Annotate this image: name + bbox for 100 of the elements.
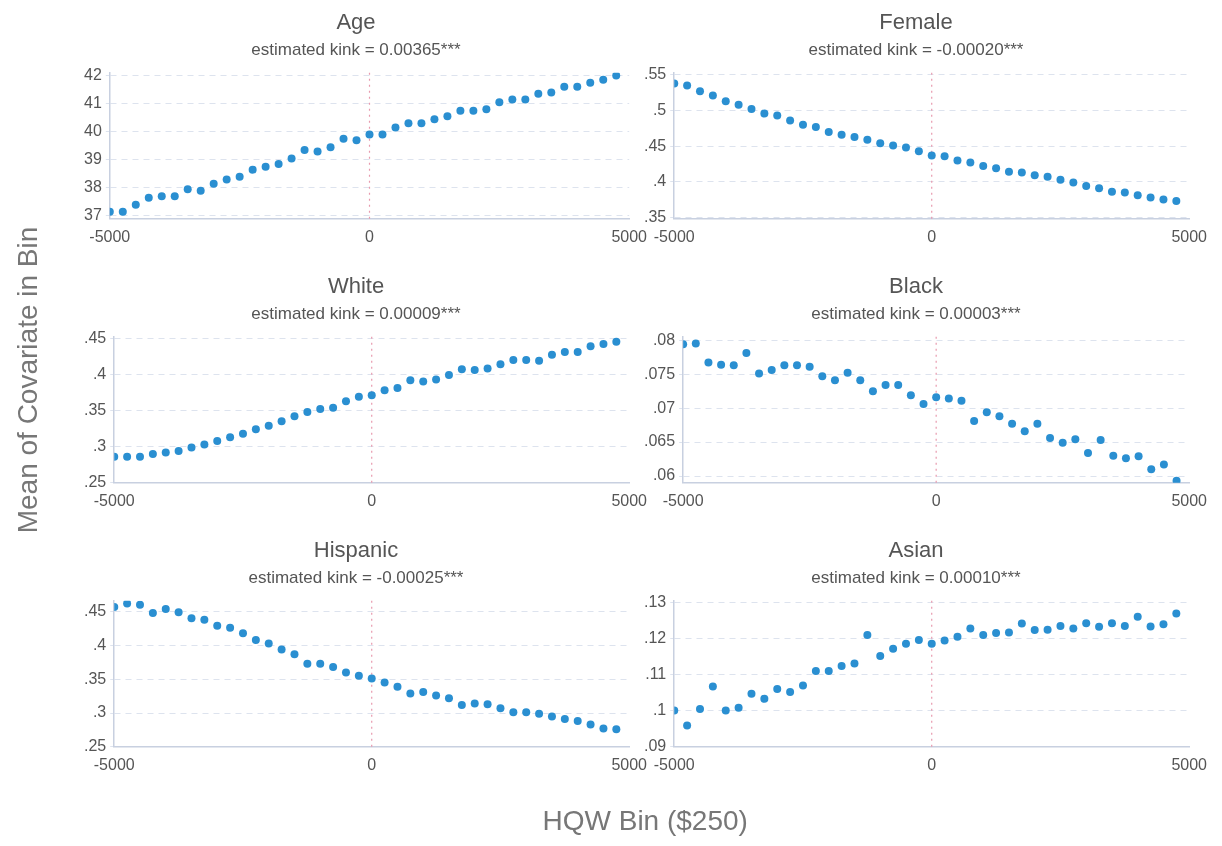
point	[123, 600, 132, 608]
point	[780, 361, 789, 370]
point	[123, 452, 132, 461]
point	[1133, 191, 1142, 200]
x-axis-title: HQW Bin ($250)	[542, 805, 748, 837]
y-tick-label: .4	[92, 635, 107, 653]
point	[303, 407, 312, 416]
point	[547, 712, 556, 721]
x-tick-label: -5000	[662, 491, 704, 509]
point	[970, 417, 979, 426]
y-tick-label: 42	[84, 66, 102, 84]
point	[457, 365, 466, 374]
point	[1095, 184, 1104, 193]
point	[1030, 626, 1039, 634]
point	[547, 88, 556, 97]
y-tick-label: .3	[92, 703, 107, 721]
point	[953, 632, 962, 641]
y-tick-label: .25	[83, 737, 107, 755]
y-tick-label: 37	[84, 206, 102, 224]
point	[927, 639, 936, 648]
point	[157, 192, 166, 201]
point	[811, 667, 820, 676]
x-tick-label: 0	[367, 755, 377, 773]
y-tick-label: .45	[643, 136, 667, 154]
x-tick-label: -5000	[653, 755, 695, 773]
point	[1120, 188, 1129, 197]
point	[522, 355, 531, 364]
point	[798, 120, 807, 129]
point	[483, 700, 492, 709]
y-tick-label: .08	[652, 330, 676, 348]
chart-title: White	[327, 273, 385, 299]
point	[837, 662, 846, 671]
point	[341, 668, 350, 677]
point	[612, 337, 621, 346]
point	[183, 185, 192, 194]
chart-subtitle: estimated kink = 0.00003***	[811, 304, 1022, 324]
point	[805, 362, 814, 371]
point	[522, 708, 531, 717]
point	[148, 608, 157, 617]
point	[889, 141, 898, 150]
point	[824, 127, 833, 136]
point	[863, 135, 872, 144]
point	[1043, 625, 1052, 634]
y-tick-label: .11	[645, 665, 667, 683]
point	[919, 400, 928, 409]
point	[1107, 619, 1116, 628]
point	[773, 111, 782, 120]
point	[432, 691, 441, 700]
point	[966, 158, 975, 167]
point	[1159, 460, 1168, 469]
point	[901, 143, 910, 152]
point	[380, 386, 389, 395]
point	[1082, 182, 1091, 191]
point	[469, 106, 478, 115]
point	[135, 452, 144, 461]
point	[1046, 433, 1055, 442]
point	[144, 193, 153, 202]
point	[419, 688, 428, 697]
point	[708, 91, 717, 100]
point	[367, 674, 376, 683]
point	[856, 376, 865, 385]
y-tick-label: .35	[643, 207, 667, 225]
point	[354, 671, 363, 680]
point	[496, 360, 505, 369]
y-tick-label: 41	[84, 94, 102, 112]
point	[444, 694, 453, 703]
point	[573, 347, 582, 356]
point	[734, 100, 743, 109]
y-tick-label: .075	[644, 364, 676, 382]
point	[378, 130, 387, 139]
point	[1058, 438, 1067, 447]
point	[901, 639, 910, 648]
point	[704, 358, 713, 367]
point	[691, 339, 700, 348]
point	[316, 405, 325, 414]
point	[906, 391, 915, 400]
point	[992, 164, 1001, 173]
point	[238, 429, 247, 438]
chart-subtitle: estimated kink = 0.00365***	[251, 40, 462, 60]
point	[798, 681, 807, 690]
chart-title: Female	[879, 9, 953, 35]
point	[329, 663, 338, 672]
point	[161, 448, 170, 457]
chart-title: Asian	[888, 537, 944, 563]
point	[586, 720, 595, 729]
point	[747, 689, 756, 698]
point	[837, 130, 846, 139]
point	[811, 122, 820, 131]
point	[850, 659, 859, 668]
point	[341, 397, 350, 406]
point	[599, 75, 608, 84]
y-tick-label: .45	[83, 602, 107, 620]
point	[1083, 448, 1092, 457]
point	[226, 433, 235, 442]
y-tick-label: .35	[83, 669, 107, 687]
x-tick-label: 5000	[611, 755, 648, 773]
point	[683, 81, 692, 90]
x-tick-label: -5000	[93, 755, 135, 773]
y-tick-label: .55	[643, 65, 667, 83]
chart-title: Hispanic	[313, 537, 399, 563]
